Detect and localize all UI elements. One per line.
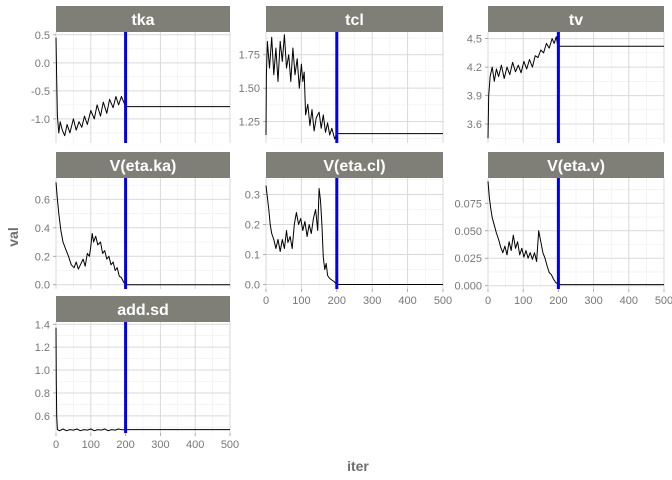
series-trace-line [487,36,664,139]
y-tick-label: 0.2 [35,251,50,263]
y-tick-label: 0.0 [35,58,50,70]
panels-layer: tka 0.5 0.0 -0.5 -1.0 tcl 1.75 1.50 1.25 tv 4.5 4.2… [31,6,672,451]
x-tick-label: 200 [549,295,567,307]
y-tick-label: 0.1 [245,250,260,262]
strip-label: V(eta.cl) [323,158,385,175]
x-tick-label: 500 [221,439,239,451]
y-tick-label: 1.75 [239,50,260,62]
strip-label: V(eta.v) [547,158,605,175]
y-tick-label: 0.6 [35,411,50,423]
x-tick-label: 200 [116,439,134,451]
strip-background [488,152,664,178]
panel-4: V(eta.ka) 0.6 0.4 0.2 0.0 [35,152,231,292]
panel-7: add.sd 1.4 1.2 1.0 0.8 0.6 0 100 200 300 400 500 [35,296,239,451]
y-tick-label: 0.0 [245,280,260,292]
x-tick-label: 400 [186,439,204,451]
x-tick-label: 100 [514,295,532,307]
x-tick-label: 500 [434,295,452,307]
y-tick-label: 0.8 [35,388,50,400]
series-trace-line [265,34,443,140]
x-tick-label: 100 [82,439,100,451]
strip-label: tv [569,12,583,29]
y-tick-label: 1.2 [35,342,50,354]
y-tick-label: 0.3 [245,190,260,202]
y-tick-label: 1.0 [35,365,50,377]
strip-label: add.sd [117,302,169,319]
strip-label: tka [131,12,154,29]
strip-background [56,152,230,178]
y-tick-label: 0.025 [454,253,482,265]
y-tick-label: 1.50 [239,83,260,95]
x-tick-label: 0 [53,439,59,451]
strip-background [488,6,664,32]
panel-2: tcl 1.75 1.50 1.25 [239,6,444,143]
y-tick-label: 3.6 [467,119,482,131]
y-tick-label: 1.4 [35,319,50,331]
y-tick-label: 4.5 [467,34,482,46]
x-tick-label: 300 [584,295,602,307]
x-tick-label: 100 [292,295,310,307]
y-tick-label: 1.25 [239,117,260,129]
x-tick-label: 400 [620,295,638,307]
strip-background [56,6,230,32]
y-tick-label: 0.000 [454,281,482,293]
y-tick-label: 3.9 [467,91,482,103]
y-tick-label: 0.075 [454,198,482,210]
y-tick-label: 0.5 [35,30,50,42]
strip-background [56,296,230,322]
strip-label: V(eta.ka) [110,158,177,175]
y-tick-label: 4.2 [467,62,482,74]
strip-background [266,6,443,32]
y-tick-label: 0.4 [35,223,50,235]
x-tick-label: 500 [655,295,672,307]
y-tick-label: -0.5 [31,86,50,98]
x-tick-label: 0 [485,295,491,307]
strip-background [266,152,443,178]
y-tick-label: 0.0 [35,280,50,292]
panel-1: tka 0.5 0.0 -0.5 -1.0 [31,6,231,143]
x-tick-label: 200 [328,295,346,307]
panel-3: tv 4.5 4.2 3.9 3.6 [467,6,665,143]
y-tick-label: 0.050 [454,226,482,238]
y-tick-label: 0.2 [245,220,260,232]
x-axis-title: iter [347,458,369,474]
series-trace-line [55,37,230,137]
x-tick-label: 0 [263,295,269,307]
series-trace-line [265,185,443,285]
panel-5: V(eta.cl) 0.3 0.2 0.1 0.00 100 200 300 400 500 [245,152,452,307]
y-tick-label: 0.6 [35,194,50,206]
series-trace-line [487,181,664,286]
series-trace-line [55,327,230,432]
x-tick-label: 300 [363,295,381,307]
x-tick-label: 300 [151,439,169,451]
y-axis-title: val [5,227,21,246]
strip-label: tcl [345,12,364,29]
x-tick-label: 400 [398,295,416,307]
series-trace-line [55,182,230,286]
y-tick-label: -1.0 [31,114,50,126]
